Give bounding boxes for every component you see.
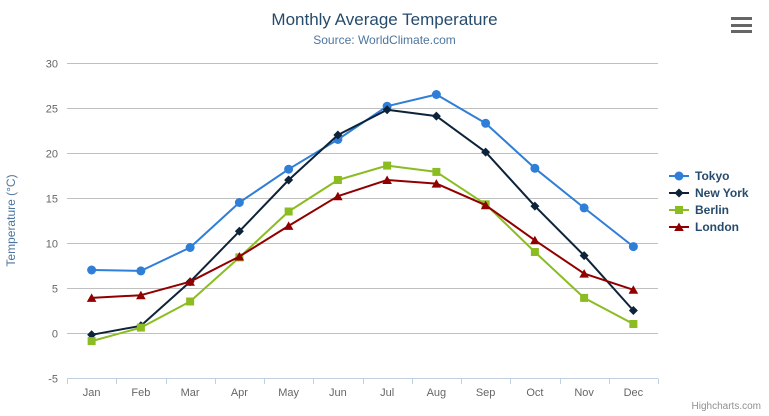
data-point-new-york-aug[interactable]	[431, 111, 441, 121]
square-icon	[675, 205, 683, 214]
circle-legend-marker-icon	[669, 171, 689, 180]
legend-item-london[interactable]: London	[668, 218, 749, 235]
legend-label: New York	[695, 185, 749, 200]
data-point-berlin-dec[interactable]	[629, 320, 638, 328]
data-point-new-york-dec[interactable]	[628, 306, 638, 315]
data-point-tokyo-dec[interactable]	[628, 242, 638, 252]
data-point-london-oct[interactable]	[530, 235, 540, 245]
series-line-tokyo	[91, 93, 634, 272]
x-axis-tick-label: Jun	[329, 387, 347, 399]
data-point-new-york-may[interactable]	[284, 175, 294, 185]
data-point-new-york-apr[interactable]	[234, 226, 244, 236]
data-point-london-jan[interactable]	[86, 293, 97, 302]
credits-link[interactable]: Highcharts.com	[691, 401, 761, 412]
data-point-new-york-nov[interactable]	[579, 251, 589, 261]
square-legend-marker-icon	[669, 205, 689, 214]
data-point-tokyo-jan[interactable]	[87, 265, 97, 275]
y-axis-tick-label: 20	[46, 149, 58, 161]
data-point-london-aug[interactable]	[431, 179, 442, 188]
x-axis-tick-label: Sep	[476, 387, 496, 399]
x-axis-tick-label: Apr	[231, 387, 248, 399]
x-axis-tick-label: Jan	[83, 387, 101, 399]
data-point-berlin-oct[interactable]	[530, 248, 539, 256]
data-point-tokyo-may[interactable]	[284, 164, 294, 174]
export-menu-button[interactable]	[729, 15, 755, 35]
data-point-new-york-jul[interactable]	[382, 105, 392, 115]
chart-title: Monthly Average Temperature	[271, 10, 498, 29]
legend: Tokyo New York Berlin London	[668, 167, 749, 235]
x-axis-tick-label: May	[278, 387, 299, 399]
series-new-york	[87, 105, 638, 340]
hamburger-icon	[731, 17, 752, 20]
data-point-london-apr[interactable]	[234, 252, 245, 261]
data-point-tokyo-feb[interactable]	[136, 266, 146, 276]
data-point-london-dec[interactable]	[628, 285, 639, 294]
data-point-tokyo-apr[interactable]	[234, 198, 244, 207]
legend-item-new-york[interactable]: New York	[668, 184, 749, 201]
y-axis-tick-label: 15	[46, 194, 58, 206]
data-point-new-york-oct[interactable]	[530, 201, 540, 211]
y-axis-tick-label: 25	[46, 104, 58, 116]
diamond-legend-marker-icon	[669, 188, 689, 197]
data-point-tokyo-aug[interactable]	[431, 90, 441, 99]
data-point-berlin-may[interactable]	[284, 207, 293, 216]
x-axis-tick-label: Mar	[181, 387, 200, 399]
series-line-new-york	[91, 108, 635, 336]
series-line-london	[91, 179, 634, 299]
circle-icon	[674, 171, 684, 180]
data-point-tokyo-oct[interactable]	[530, 163, 540, 173]
series-line-berlin	[91, 164, 634, 343]
x-axis-tick-label: Oct	[526, 387, 543, 399]
data-point-tokyo-sep[interactable]	[481, 118, 491, 128]
x-axis-tick-label: Aug	[427, 387, 447, 399]
data-point-berlin-aug[interactable]	[432, 167, 441, 176]
data-point-london-jun[interactable]	[333, 191, 343, 201]
data-point-london-mar[interactable]	[185, 277, 195, 286]
data-point-london-sep[interactable]	[480, 200, 491, 210]
data-point-berlin-nov[interactable]	[580, 293, 589, 302]
triangle-legend-marker-icon	[669, 222, 689, 231]
data-point-berlin-jul[interactable]	[383, 161, 392, 170]
series-tokyo	[87, 90, 638, 276]
legend-item-tokyo[interactable]: Tokyo	[668, 167, 749, 184]
data-point-berlin-jan[interactable]	[87, 337, 96, 346]
data-point-tokyo-nov[interactable]	[579, 203, 589, 213]
data-point-tokyo-mar[interactable]	[185, 243, 195, 252]
y-axis-tick-label: 10	[46, 239, 58, 251]
hamburger-icon	[731, 23, 752, 27]
data-point-berlin-mar[interactable]	[186, 297, 195, 306]
triangle-icon	[674, 222, 684, 231]
x-axis-tick-label: Feb	[131, 387, 150, 399]
data-point-london-feb[interactable]	[136, 290, 146, 300]
y-axis-title: Temperature (°C)	[4, 174, 18, 266]
series-london	[86, 175, 639, 302]
legend-item-berlin[interactable]: Berlin	[668, 201, 749, 218]
data-point-berlin-jun[interactable]	[333, 176, 342, 184]
diamond-icon	[674, 188, 684, 197]
x-axis-tick-label: Dec	[624, 387, 644, 399]
legend-label: Tokyo	[695, 168, 730, 183]
data-point-new-york-jun[interactable]	[333, 130, 343, 140]
x-axis-tick-label: Jul	[380, 387, 394, 399]
data-point-new-york-sep[interactable]	[481, 147, 491, 157]
chart-subtitle: Source: WorldClimate.com	[313, 33, 456, 47]
data-point-london-may[interactable]	[283, 221, 294, 230]
data-point-new-york-jan[interactable]	[87, 330, 97, 340]
legend-label: London	[695, 219, 739, 234]
x-axis-tick-label: Nov	[574, 387, 594, 399]
legend-label: Berlin	[695, 202, 730, 217]
data-point-london-nov[interactable]	[579, 269, 589, 278]
y-axis-tick-label: -5	[48, 374, 58, 386]
y-axis-tick-label: 0	[52, 329, 58, 341]
data-point-berlin-feb[interactable]	[136, 323, 145, 332]
y-axis-tick-label: 30	[46, 59, 58, 71]
data-point-london-jul[interactable]	[382, 175, 392, 185]
hamburger-icon	[731, 30, 752, 33]
y-axis-tick-label: 5	[52, 284, 58, 296]
